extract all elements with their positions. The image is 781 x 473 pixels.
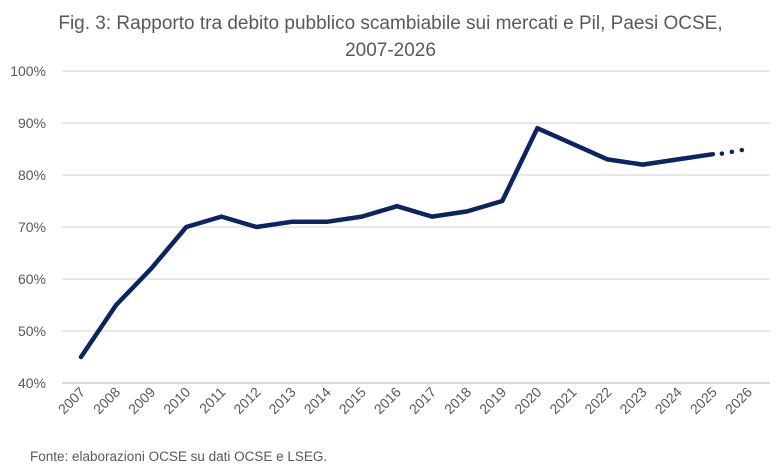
x-tick-label: 2012: [230, 384, 263, 417]
x-tick-label: 2009: [125, 384, 158, 417]
x-tick-label: 2007: [55, 384, 88, 417]
x-tick-label: 2013: [265, 384, 298, 417]
series-line: [78, 125, 716, 360]
x-tick-label: 2022: [581, 384, 614, 417]
chart-title-line2: 2007-2026: [345, 40, 436, 61]
x-tick-label: 2014: [301, 384, 334, 417]
x-tick-label: 2015: [336, 384, 369, 417]
x-tick-label: 2023: [616, 384, 649, 417]
x-tick-label: 2018: [441, 384, 474, 417]
y-tick-label: 80%: [18, 167, 46, 183]
x-tick-label: 2025: [687, 384, 720, 417]
source-note: Fonte: elaborazioni OCSE su dati OCSE e …: [30, 449, 328, 464]
x-tick-label: 2026: [722, 384, 755, 417]
x-tick-label: 2020: [511, 384, 544, 417]
x-tick-label: 2010: [160, 384, 193, 417]
x-tick-label: 2008: [90, 384, 123, 417]
x-tick-label: 2017: [406, 384, 439, 417]
x-tick-label: 2011: [196, 384, 229, 417]
y-tick-label: 40%: [18, 375, 46, 391]
y-tick-label: 60%: [18, 271, 46, 287]
chart-title-line1: Fig. 3: Rapporto tra debito pubblico sca…: [58, 13, 723, 34]
y-tick-label: 50%: [18, 323, 46, 339]
y-tick-label: 100%: [10, 63, 46, 79]
x-tick-label: 2019: [476, 384, 509, 417]
x-tick-label: 2016: [371, 384, 404, 417]
x-tick-label: 2021: [546, 384, 579, 417]
y-tick-label: 90%: [18, 115, 46, 131]
series-projection-dotted: [719, 146, 751, 156]
y-tick-label: 70%: [18, 219, 46, 235]
x-tick-label: 2024: [652, 384, 685, 417]
